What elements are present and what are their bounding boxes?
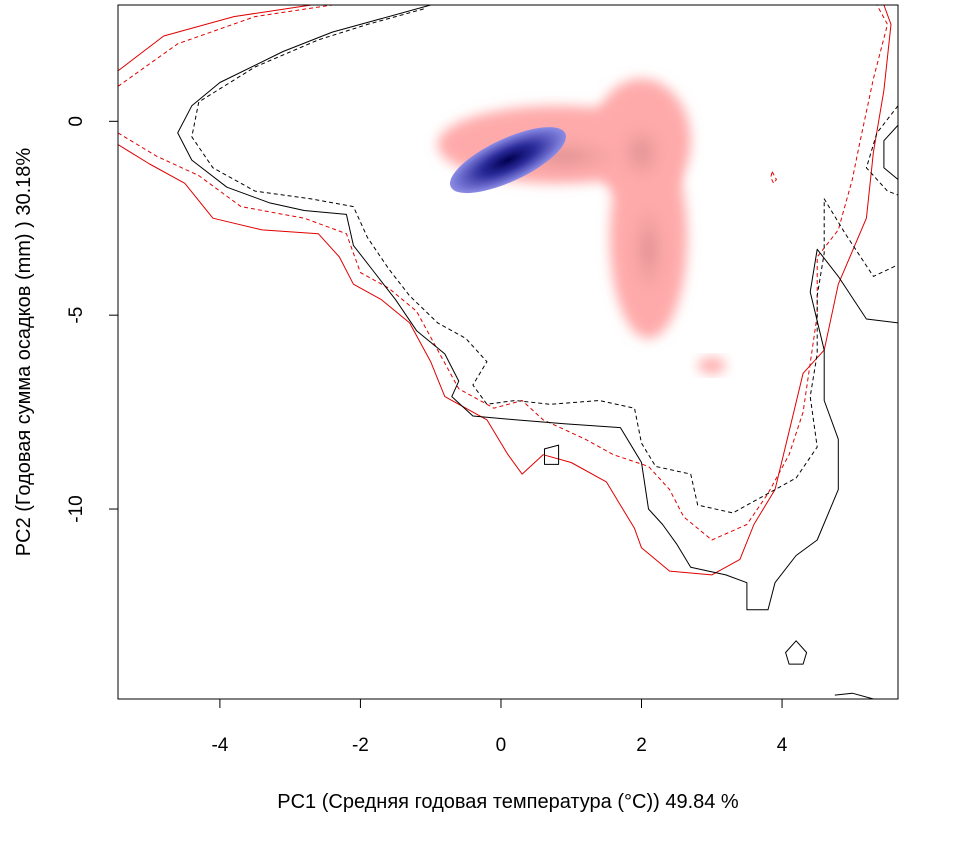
y-tick-label: -10 — [66, 495, 87, 522]
contour-black-dashed — [865, 105, 898, 196]
density-core — [619, 124, 664, 181]
density-core — [631, 203, 666, 295]
x-tick-label: 0 — [496, 735, 507, 756]
y-tick-label: 0 — [66, 116, 87, 127]
y-axis-title: PC2 (Годовая сумма осадков (mm) ) 30.18% — [13, 148, 35, 557]
x-tick-label: 4 — [777, 735, 788, 756]
y-tick-label: -5 — [66, 307, 87, 324]
x-axis: -4 -2 0 2 4 — [211, 698, 788, 756]
contour-black-solid — [544, 444, 560, 465]
overlap-blob — [449, 127, 567, 194]
x-axis-title: PC1 (Средняя годовая температура (°C)) 4… — [277, 791, 739, 813]
y-axis: 0 -5 -10 — [66, 116, 119, 523]
x-tick-label: -2 — [352, 735, 369, 756]
density-layer — [437, 78, 726, 374]
x-tick-label: -4 — [211, 735, 228, 756]
plot-area — [118, 5, 898, 699]
contour-red-solid — [118, 5, 892, 576]
contour-red-dashed — [770, 171, 777, 184]
density-blob — [697, 357, 726, 374]
x-tick-label: 2 — [636, 735, 647, 756]
contour-red-dashed — [118, 5, 888, 541]
contour-black-solid — [785, 640, 808, 665]
contour-red-dashed — [118, 5, 333, 87]
plot-frame — [117, 4, 899, 700]
contour-black-dashed — [191, 8, 898, 514]
contour-black-solid — [834, 692, 874, 699]
contour-black-solid — [883, 124, 898, 180]
contour-black-solid — [177, 5, 898, 611]
contour-red-solid — [118, 5, 312, 72]
overlap-layer — [449, 127, 567, 194]
contour-layer — [118, 5, 898, 699]
